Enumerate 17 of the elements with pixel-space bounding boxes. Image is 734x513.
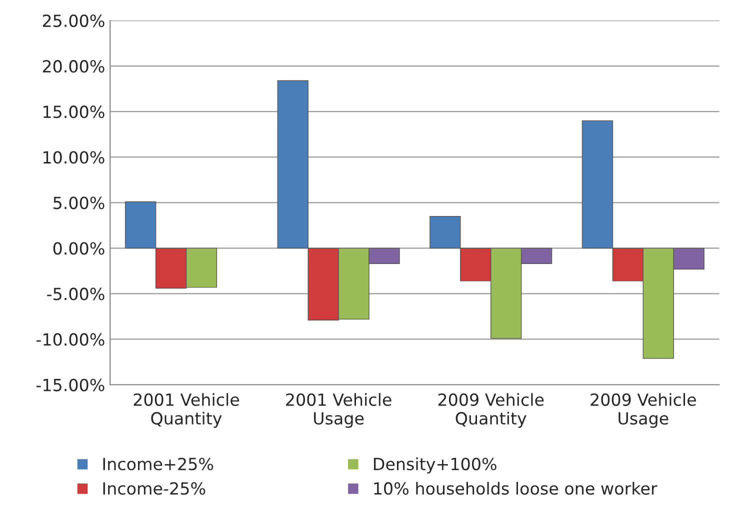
y-tick-label: 5.00% — [54, 196, 104, 210]
x-tick-label: 2009 Vehicle Usage — [590, 393, 696, 428]
y-tick-label: 25.00% — [42, 14, 104, 28]
legend-label: Income+25% — [103, 458, 214, 470]
legend-label: Density+100% — [374, 457, 496, 474]
x-tick-label: 2001 Vehicle Usage — [286, 393, 392, 428]
x-tick-label: 2009 Vehicle Quantity — [438, 393, 544, 428]
y-tick-label: -5.00% — [47, 288, 104, 300]
y-tick-label: 10.00% — [44, 151, 104, 164]
legend-label: Income-25% — [103, 482, 206, 495]
x-tick-label: 2001 Vehicle Quantity — [134, 393, 240, 428]
y-tick-label: -15.00% — [36, 378, 104, 392]
y-tick-label: 15.00% — [44, 106, 104, 118]
legend-label: 10% households loose one worker — [374, 482, 658, 495]
y-tick-label: 0.00% — [53, 242, 104, 255]
y-tick-label: -10.00% — [36, 333, 104, 346]
y-tick-label: 20.00% — [42, 60, 104, 73]
